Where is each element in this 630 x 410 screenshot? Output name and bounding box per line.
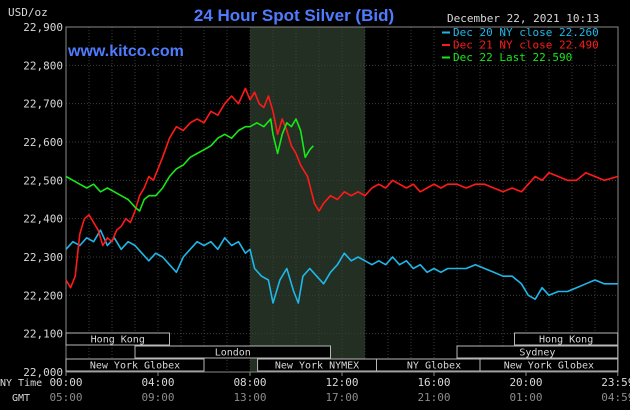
session-label: New York NYMEX <box>275 361 359 372</box>
x-tick-label-gmt: 01:00 <box>509 391 542 404</box>
session-box <box>456 345 619 359</box>
x-tick-label-gmt: 04:59 <box>601 391 630 404</box>
timestamp-label: December 22, 2021 10:13 <box>447 12 599 25</box>
y-tick-label: 22,400 <box>23 213 63 226</box>
y-tick-label: 22,200 <box>23 289 63 302</box>
x-tick-label-ny: 04:00 <box>141 376 174 389</box>
session-label: New York Globex <box>504 361 594 372</box>
y-axis-ticks: 22,000 22,100 22,200 22,300 22,400 22,500 22,6… <box>23 21 63 379</box>
series-line-1 <box>65 229 618 304</box>
y-tick-label: 22,600 <box>23 136 63 149</box>
x-tick-label-gmt: 09:00 <box>141 391 174 404</box>
y-tick-label: 22,100 <box>23 328 63 341</box>
watermark-url: www.kitco.com <box>67 43 184 60</box>
y-tick-label: 22,000 <box>23 366 63 379</box>
series-line-3 <box>65 118 314 212</box>
market-sessions: Hong Kong London New York Globex New York N… <box>65 332 619 372</box>
x-tick-label-gmt: 21:00 <box>417 391 450 404</box>
x-tick-label-ny: 12:00 <box>325 376 358 389</box>
x-tick-label-ny: 16:00 <box>417 376 450 389</box>
session-highlight-band <box>250 27 365 372</box>
session-label: New York Globex <box>90 361 180 372</box>
legend-entry: Dec 22 Last 22.590 <box>453 51 572 64</box>
x-tick-label-ny: 23:59 <box>601 376 630 389</box>
session-label: Hong Kong <box>539 335 593 346</box>
x-tick-label-ny: 00:00 <box>49 376 82 389</box>
session-box <box>65 358 205 372</box>
series-line-2 <box>65 87 619 289</box>
y-tick-label: 22,900 <box>23 21 63 34</box>
series-lines <box>65 87 619 304</box>
session-label: Sydney <box>519 348 555 359</box>
y-tick-label: 22,800 <box>23 59 63 72</box>
legend-entry: Dec 20 NY close 22.260 <box>453 26 599 39</box>
session-box <box>479 358 619 372</box>
session-box <box>514 332 619 346</box>
session-label: Hong Kong <box>91 335 145 346</box>
y-tick-label: 22,700 <box>23 98 63 111</box>
x-tick-label-gmt: 17:00 <box>325 391 358 404</box>
y-tick-label: 22,500 <box>23 174 63 187</box>
x-tick-label-gmt: 13:00 <box>233 391 266 404</box>
chart-title: 24 Hour Spot Silver (Bid) <box>194 6 394 25</box>
session-box <box>134 345 331 359</box>
session-box <box>65 332 170 346</box>
y-tick-label: 22,300 <box>23 251 63 264</box>
session-label: NY Globex <box>407 361 461 372</box>
x-axis-gmt-label: GMT <box>12 393 30 404</box>
x-tick-label-ny: 20:00 <box>509 376 542 389</box>
session-label: London <box>215 348 251 359</box>
x-tick-label-ny: 08:00 <box>233 376 266 389</box>
x-axis-ny-time-label: NY Time <box>0 378 42 389</box>
y-axis-unit-label: USD/oz <box>8 6 48 19</box>
legend-entry: Dec 21 NY close 22.490 <box>453 39 599 52</box>
x-axis-ticks: 00:00 04:00 08:00 12:00 16:00 20:00 23:59 05:00… <box>49 372 630 404</box>
x-tick-label-gmt: 05:00 <box>49 391 82 404</box>
